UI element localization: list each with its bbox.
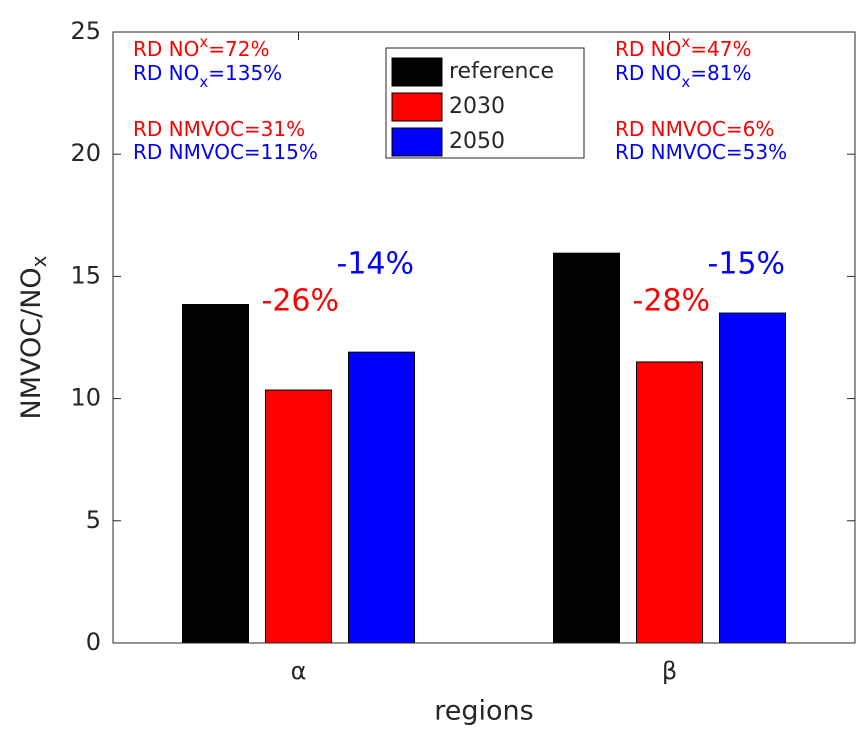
note-part: RD NMVOC=115% [133, 140, 318, 164]
note: RD NOx=47% [615, 33, 751, 61]
note: RD NOx=72% [133, 33, 269, 61]
note: RD NMVOC=53% [615, 140, 787, 164]
change-label: -28% [633, 284, 711, 319]
note: RD NMVOC=115% [133, 140, 318, 164]
legend-label: 2030 [449, 94, 505, 119]
note-part: x [199, 73, 208, 91]
note-part: RD NMVOC=31% [133, 117, 305, 141]
bar [719, 312, 786, 644]
legend-swatch [391, 127, 443, 157]
y-tick-label: 0 [86, 628, 101, 656]
note-part: RD NO [133, 37, 199, 61]
change-label: -26% [262, 284, 340, 319]
note-part: x [681, 33, 690, 51]
note-part: RD NMVOC=6% [615, 117, 774, 141]
y-tick-label: 25 [70, 17, 101, 45]
legend-label: 2050 [449, 129, 505, 154]
change-label: -14% [337, 247, 415, 282]
note-part: =72% [208, 37, 269, 61]
note-part: RD NO [615, 61, 681, 85]
note-part: x [199, 33, 208, 51]
note-part: x [681, 73, 690, 91]
y-tick-label: 10 [70, 384, 101, 412]
y-axis-label-main: NMVOC/NO [16, 267, 47, 419]
bar [636, 361, 703, 644]
note-part: RD NO [133, 61, 199, 85]
bar [553, 252, 620, 644]
y-tick-label: 5 [86, 506, 101, 534]
y-tick-label: 20 [70, 139, 101, 167]
y-axis-label-sub: x [27, 255, 51, 267]
note-part: =81% [690, 61, 751, 85]
note: RD NOx=81% [615, 61, 751, 91]
legend-swatch [391, 92, 443, 122]
x-tick-label: β [662, 657, 677, 685]
bar [182, 304, 249, 644]
axes-box [112, 31, 856, 644]
bar [348, 351, 415, 644]
x-axis-label: regions [434, 696, 533, 727]
legend-label: reference [449, 59, 554, 84]
note: RD NOx=135% [133, 61, 282, 91]
note-part: =135% [208, 61, 282, 85]
note-part: =47% [690, 37, 751, 61]
y-axis-label: NMVOC/NOx [16, 255, 51, 419]
note-part: RD NMVOC=53% [615, 140, 787, 164]
note: RD NMVOC=31% [133, 117, 305, 141]
x-tick-label: α [291, 657, 307, 685]
bar [265, 389, 332, 644]
note: RD NMVOC=6% [615, 117, 774, 141]
note-part: RD NO [615, 37, 681, 61]
change-label: -15% [708, 247, 786, 282]
legend-swatch [391, 57, 443, 87]
y-tick-label: 15 [70, 261, 101, 289]
